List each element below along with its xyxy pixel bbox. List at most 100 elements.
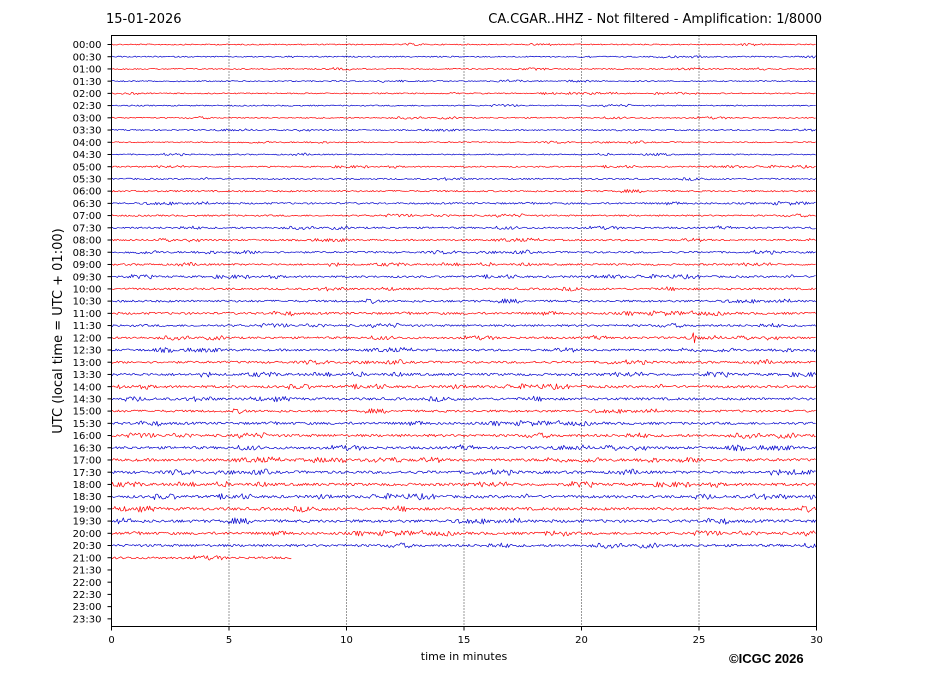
trace-0600 bbox=[111, 188, 816, 194]
trace-1300 bbox=[111, 359, 816, 365]
y-tick-label-26: 13:00 bbox=[73, 358, 102, 369]
trace-1830 bbox=[111, 493, 817, 501]
trace-1130 bbox=[111, 322, 816, 329]
trace-0330 bbox=[111, 128, 816, 132]
y-tick-label-42: 21:00 bbox=[73, 553, 102, 564]
x-tick-label-3: 15 bbox=[458, 635, 471, 646]
y-tick-label-40: 20:00 bbox=[73, 529, 102, 540]
x-tick-label-0: 0 bbox=[108, 635, 114, 646]
x-axis-title: time in minutes bbox=[421, 650, 508, 663]
trace-1600 bbox=[111, 432, 816, 439]
y-tick-label-8: 04:00 bbox=[73, 138, 102, 149]
trace-0000 bbox=[111, 42, 816, 47]
y-tick-label-32: 16:00 bbox=[73, 431, 102, 442]
y-tick-label-37: 18:30 bbox=[73, 492, 102, 503]
chart-title: CA.CGAR..HHZ - Not filtered - Amplificat… bbox=[488, 12, 822, 27]
y-tick-label-29: 14:30 bbox=[73, 394, 102, 405]
x-tick-label-1: 5 bbox=[226, 635, 232, 646]
y-tick-label-14: 07:00 bbox=[73, 211, 102, 222]
trace-1500 bbox=[111, 408, 816, 415]
y-tick-label-22: 11:00 bbox=[73, 309, 102, 320]
trace-2030 bbox=[111, 542, 817, 549]
trace-1100 bbox=[111, 310, 816, 317]
y-tick-label-18: 09:00 bbox=[73, 260, 102, 271]
x-tick-label-2: 10 bbox=[340, 635, 353, 646]
trace-0500 bbox=[111, 164, 816, 169]
y-tick-label-20: 10:00 bbox=[73, 285, 102, 296]
trace-0400 bbox=[111, 140, 816, 144]
y-tick-label-28: 14:00 bbox=[73, 382, 102, 393]
trace-0130 bbox=[111, 79, 816, 83]
y-tick-label-30: 15:00 bbox=[73, 407, 102, 418]
trace-1400 bbox=[111, 383, 816, 390]
trace-1030 bbox=[111, 298, 816, 304]
y-tick-label-24: 12:00 bbox=[73, 333, 102, 344]
trace-2000 bbox=[111, 529, 816, 537]
trace-0430 bbox=[111, 152, 816, 157]
y-tick-label-15: 07:30 bbox=[73, 223, 102, 234]
y-tick-label-44: 22:00 bbox=[73, 578, 102, 589]
trace-2100 bbox=[111, 555, 292, 561]
x-tick-label-6: 30 bbox=[810, 635, 823, 646]
y-axis-title: UTC (local time = UTC + 01:00) bbox=[51, 228, 66, 433]
y-tick-label-34: 17:00 bbox=[73, 456, 102, 467]
x-tick-label-5: 25 bbox=[693, 635, 706, 646]
copyright-notice: ©ICGC 2026 bbox=[729, 651, 804, 666]
y-tick-label-13: 06:30 bbox=[73, 199, 102, 210]
y-tick-label-17: 08:30 bbox=[73, 248, 102, 259]
y-tick-label-45: 22:30 bbox=[73, 590, 102, 601]
y-tick-label-33: 16:30 bbox=[73, 443, 102, 454]
chart-date: 15-01-2026 bbox=[106, 12, 182, 27]
trace-1900 bbox=[111, 505, 817, 513]
trace-layer bbox=[111, 42, 817, 561]
y-tick-label-6: 03:00 bbox=[73, 113, 102, 124]
trace-0700 bbox=[111, 213, 816, 218]
trace-1200 bbox=[111, 332, 816, 344]
trace-0800 bbox=[111, 237, 816, 243]
y-tick-label-39: 19:30 bbox=[73, 517, 102, 528]
y-tick-label-35: 17:30 bbox=[73, 468, 102, 479]
y-tick-label-47: 23:30 bbox=[73, 614, 102, 625]
trace-0030 bbox=[111, 55, 816, 59]
trace-1800 bbox=[111, 480, 817, 488]
x-tick-label-4: 20 bbox=[575, 635, 588, 646]
trace-0530 bbox=[111, 177, 816, 181]
trace-1330 bbox=[111, 371, 817, 378]
y-tick-label-1: 00:30 bbox=[73, 52, 102, 63]
x-axis-ticks: 0 5 10 15 20 25 30 bbox=[108, 626, 823, 646]
trace-1530 bbox=[111, 420, 816, 427]
y-tick-label-9: 04:30 bbox=[73, 150, 102, 161]
y-tick-label-46: 23:00 bbox=[73, 602, 102, 613]
y-tick-label-7: 03:30 bbox=[73, 126, 102, 137]
trace-1000 bbox=[111, 286, 816, 292]
trace-1630 bbox=[111, 444, 817, 452]
y-tick-label-38: 19:00 bbox=[73, 504, 102, 515]
y-tick-label-43: 21:30 bbox=[73, 566, 102, 577]
trace-1430 bbox=[111, 395, 816, 403]
y-tick-label-16: 08:00 bbox=[73, 236, 102, 247]
trace-0230 bbox=[111, 103, 816, 108]
y-tick-label-12: 06:00 bbox=[73, 187, 102, 198]
trace-0200 bbox=[111, 91, 816, 96]
y-tick-label-3: 01:30 bbox=[73, 77, 102, 88]
y-tick-label-23: 11:30 bbox=[73, 321, 102, 332]
trace-0730 bbox=[111, 225, 816, 231]
y-tick-label-19: 09:30 bbox=[73, 272, 102, 283]
y-tick-label-11: 05:30 bbox=[73, 175, 102, 186]
y-tick-label-36: 18:00 bbox=[73, 480, 102, 491]
plot-frame bbox=[111, 35, 817, 627]
trace-1230 bbox=[111, 347, 817, 353]
trace-1730 bbox=[111, 468, 816, 476]
trace-0100 bbox=[111, 67, 816, 71]
y-tick-label-41: 20:30 bbox=[73, 541, 102, 552]
y-tick-label-21: 10:30 bbox=[73, 297, 102, 308]
trace-0300 bbox=[111, 116, 816, 120]
trace-0930 bbox=[111, 274, 816, 280]
y-tick-label-5: 02:30 bbox=[73, 101, 102, 112]
trace-0900 bbox=[111, 262, 816, 267]
trace-1700 bbox=[111, 456, 816, 464]
y-tick-label-27: 13:30 bbox=[73, 370, 102, 381]
y-tick-label-4: 02:00 bbox=[73, 89, 102, 100]
